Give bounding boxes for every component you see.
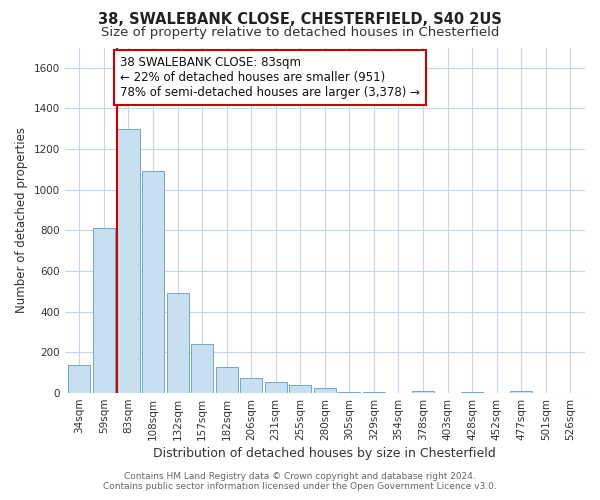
Bar (240, 378, 262, 393)
Y-axis label: Number of detached properties: Number of detached properties (15, 128, 28, 314)
Bar (142, 172, 164, 393)
Bar (68, 364, 91, 393)
Text: 38, SWALEBANK CLOSE, CHESTERFIELD, S40 2US: 38, SWALEBANK CLOSE, CHESTERFIELD, S40 2… (98, 12, 502, 28)
Bar (461, 392, 483, 393)
Bar (363, 392, 385, 393)
Bar (314, 388, 336, 393)
Bar (338, 392, 361, 393)
Bar (191, 344, 213, 393)
Text: Size of property relative to detached houses in Chesterfield: Size of property relative to detached ho… (101, 26, 499, 39)
Bar (289, 385, 311, 393)
Bar (510, 392, 532, 393)
Bar (215, 366, 238, 393)
Bar (412, 392, 434, 393)
Bar (93, 228, 115, 393)
Bar (265, 382, 287, 393)
Text: Contains HM Land Registry data © Crown copyright and database right 2024.
Contai: Contains HM Land Registry data © Crown c… (103, 472, 497, 491)
Bar (118, 129, 140, 393)
X-axis label: Distribution of detached houses by size in Chesterfield: Distribution of detached houses by size … (154, 447, 496, 460)
Text: 38 SWALEBANK CLOSE: 83sqm
← 22% of detached houses are smaller (951)
78% of semi: 38 SWALEBANK CLOSE: 83sqm ← 22% of detac… (121, 56, 421, 98)
Bar (167, 294, 188, 393)
